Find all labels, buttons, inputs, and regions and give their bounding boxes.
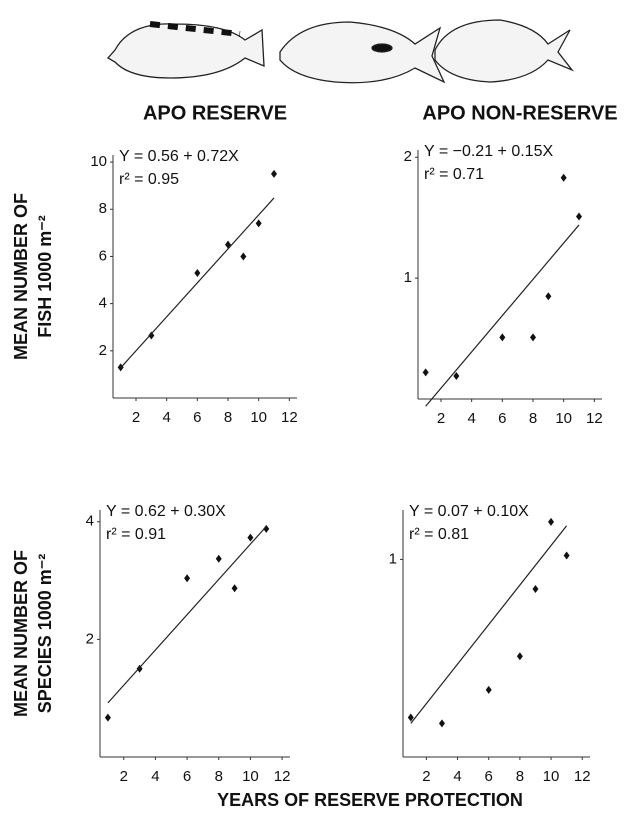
regression-line [108, 526, 266, 702]
x-tick-label: 4 [162, 409, 170, 426]
data-point [194, 269, 200, 277]
y-axis-label: MEAN NUMBER OF [11, 193, 31, 360]
y-axis-label: FISH 1000 m⁻² [35, 215, 55, 338]
y-tick-label: 1 [389, 550, 397, 567]
x-tick-label: 12 [281, 409, 298, 426]
x-tick-label: 2 [132, 409, 140, 426]
data-point [240, 252, 246, 260]
chart: 24681012246810Y = 0.56 + 0.72Xr² = 0.95A… [0, 0, 624, 815]
y-tick-label: 1 [404, 269, 412, 286]
data-point [561, 174, 567, 182]
regression-line [121, 198, 274, 368]
r-squared: r² = 0.71 [424, 166, 484, 183]
x-tick-label: 2 [120, 768, 128, 785]
y-tick-label: 8 [99, 200, 107, 217]
fish-grouper [108, 24, 264, 78]
y-tick-label: 4 [99, 295, 107, 312]
data-point [499, 333, 505, 341]
x-axis-label: YEARS OF RESERVE PROTECTION [217, 790, 523, 810]
y-axis-label: MEAN NUMBER OF [11, 550, 31, 717]
x-tick-label: 2 [422, 768, 430, 785]
x-tick-label: 4 [453, 768, 461, 785]
page: 24681012246810Y = 0.56 + 0.72Xr² = 0.95A… [0, 0, 624, 815]
y-tick-label: 2 [99, 342, 107, 359]
x-tick-label: 2 [437, 410, 445, 427]
data-point [439, 719, 445, 727]
fish-jack [435, 20, 572, 82]
column-title: APO RESERVE [143, 102, 287, 124]
x-tick-label: 12 [574, 768, 591, 785]
equation: Y = 0.62 + 0.30X [106, 503, 226, 520]
x-tick-label: 4 [151, 768, 159, 785]
equation: Y = 0.07 + 0.10X [409, 503, 529, 520]
y-tick-label: 2 [86, 630, 94, 647]
x-tick-label: 6 [498, 410, 506, 427]
data-point [576, 212, 582, 220]
data-point [232, 584, 238, 592]
x-tick-label: 10 [250, 409, 267, 426]
data-point [216, 555, 222, 563]
x-tick-label: 6 [485, 768, 493, 785]
regression-line [426, 225, 579, 406]
data-point [548, 518, 554, 526]
fish-illustrations [108, 20, 572, 83]
data-point [530, 333, 536, 341]
x-tick-label: 8 [215, 768, 223, 785]
y-tick-label: 10 [90, 153, 107, 170]
y-tick-label: 4 [86, 513, 94, 530]
x-tick-label: 6 [183, 768, 191, 785]
data-point [532, 585, 538, 593]
r-squared: r² = 0.81 [409, 526, 469, 543]
x-tick-label: 6 [193, 409, 201, 426]
data-point [105, 714, 111, 722]
x-tick-label: 10 [242, 768, 259, 785]
data-point [423, 368, 429, 376]
x-tick-label: 8 [529, 410, 537, 427]
r-squared: r² = 0.95 [119, 171, 179, 188]
data-point [545, 292, 551, 300]
data-point [564, 551, 570, 559]
data-point [256, 219, 262, 227]
fish-spot [372, 44, 392, 52]
data-point [271, 170, 277, 178]
y-axis-label: SPECIES 1000 m⁻² [35, 554, 55, 714]
x-tick-label: 8 [516, 768, 524, 785]
equation: Y = −0.21 + 0.15X [424, 143, 553, 160]
x-tick-label: 10 [543, 768, 560, 785]
x-tick-label: 8 [224, 409, 232, 426]
data-point [486, 686, 492, 694]
data-point [184, 574, 190, 582]
data-point [247, 534, 253, 542]
column-title: APO NON-RESERVE [422, 102, 617, 124]
x-tick-label: 10 [555, 410, 572, 427]
y-tick-label: 6 [99, 247, 107, 264]
fish-snapper [280, 22, 444, 83]
equation: Y = 0.56 + 0.72X [119, 148, 239, 165]
x-tick-label: 12 [274, 768, 291, 785]
r-squared: r² = 0.91 [106, 526, 166, 543]
data-point [517, 652, 523, 660]
x-tick-label: 12 [586, 410, 603, 427]
x-tick-label: 4 [467, 410, 475, 427]
y-tick-label: 2 [404, 148, 412, 165]
